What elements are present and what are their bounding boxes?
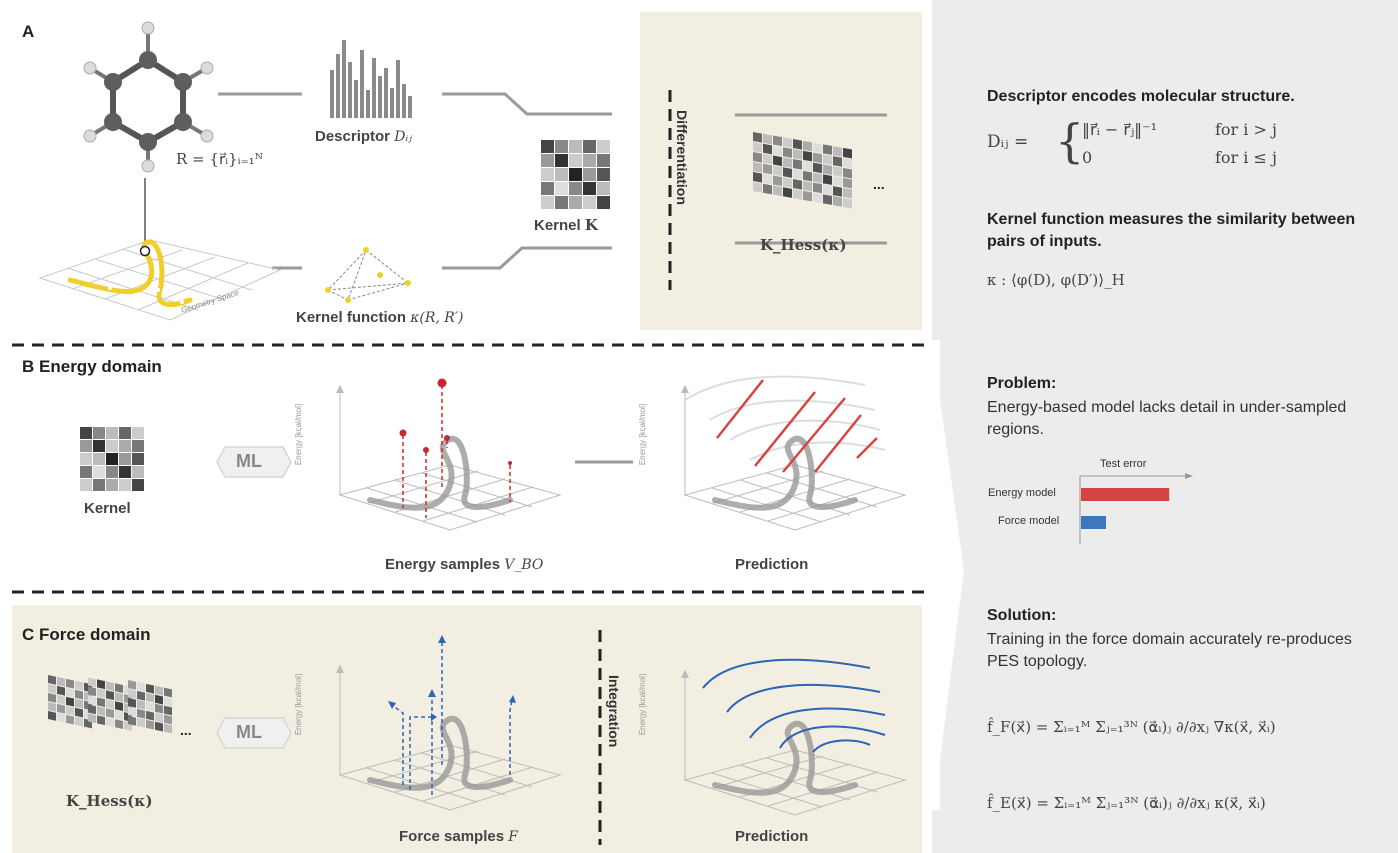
kernel-caption-b: Kernel (84, 500, 131, 517)
hessian-ellipsis: ... (873, 176, 885, 192)
benzene-molecule-icon (83, 21, 214, 173)
kernel-caption: Kernel K (534, 216, 598, 234)
section-divider-ab (12, 343, 930, 347)
force-samples-caption: Force samples F (399, 828, 518, 845)
energy-axis-label-c2: Energy [kcal/mol] (638, 673, 648, 736)
kernel-heading: Kernel function measures the similarity … (987, 211, 1356, 250)
hessian-symbol-a: K_Hess(κ) (760, 236, 847, 254)
force-samples-plot (336, 635, 562, 811)
integration-divider (598, 630, 602, 845)
energy-samples-plot (336, 378, 562, 531)
descriptor-cond2: for i ≤ j (1215, 148, 1277, 167)
connector-line-b (575, 460, 633, 464)
descriptor-caption: Descriptor Dᵢⱼ (315, 128, 412, 145)
geometry-space-plot (38, 239, 282, 321)
descriptor-eq-brace: { (1055, 114, 1085, 168)
descriptor-cond1: for i > j (1215, 120, 1277, 139)
descriptor-histogram-icon (330, 40, 412, 118)
solution-heading: Solution: (987, 607, 1057, 624)
prediction-plot-c (681, 658, 907, 816)
panel-c-title: C Force domain (22, 625, 151, 644)
hessian-matrix-icon (735, 113, 887, 245)
energy-axis-label-b1: Energy [kcal/mol] (294, 403, 304, 466)
integration-label: Integration (606, 675, 622, 748)
kernel-matrix-icon-b (80, 427, 144, 491)
test-error-bar-force-model (1081, 516, 1106, 529)
prediction-caption-c: Prediction (735, 828, 809, 845)
energy-samples-caption: Energy samples V_BO (385, 556, 544, 573)
hessian-symbol-c: K_Hess(κ) (66, 792, 153, 810)
bar-label-force-model: Force model (998, 515, 1060, 527)
force-predictor-equation: f̂_F(x⃗) = Σᵢ₌₁ᴹ Σⱼ₌₁³ᴺ (α⃗ᵢ)ⱼ ∂/∂xⱼ ∇κ(… (987, 718, 1276, 736)
differentiation-label: Differentiation (674, 110, 690, 205)
sidebar-panel (932, 0, 1398, 853)
bar-label-energy-model: Energy model (988, 487, 1056, 499)
problem-text: Energy-based model lacks detail in under… (987, 399, 1347, 438)
energy-axis-label-c1: Energy [kcal/mol] (294, 673, 304, 736)
solution-text: Training in the force domain accurately … (987, 631, 1352, 670)
energy-predictor-equation: f̂_E(x⃗) = Σᵢ₌₁ᴹ Σⱼ₌₁³ᴺ (α⃗ᵢ)ⱼ ∂/∂xⱼ κ(x… (987, 794, 1266, 812)
test-error-title: Test error (1100, 458, 1147, 470)
force-domain-panel (12, 605, 922, 853)
differentiation-divider (668, 90, 672, 290)
connector-lines-a (144, 92, 612, 270)
prediction-caption-b: Prediction (735, 556, 809, 573)
test-error-bar-energy-model (1081, 488, 1170, 501)
panel-b-title: B Energy domain (22, 357, 162, 376)
sidebar-arrow-notch (932, 340, 964, 810)
kernel-equation: κ : ⟨φ(D), φ(D′)⟩_H (987, 271, 1125, 289)
descriptor-heading: Descriptor encodes molecular structure. (987, 88, 1295, 105)
prediction-plot-b (681, 375, 907, 531)
ml-arrow-c (216, 717, 292, 749)
ml-label-b: ML (236, 451, 262, 471)
molecule-formula: R = {r⃗ᵢ}ᵢ₌₁ᴺ (176, 150, 263, 168)
kernel-function-icon (325, 247, 411, 303)
section-divider-bc (12, 590, 930, 594)
panel-a-label: A (22, 22, 35, 41)
problem-heading: Problem: (987, 375, 1057, 392)
kernel-function-caption: Kernel function κ(R, R′) (296, 309, 464, 326)
hessian-ellipsis-c: ... (180, 722, 192, 738)
test-error-chart (1079, 473, 1193, 544)
ml-arrow-b (216, 446, 292, 478)
descriptor-case1: ‖r⃗ᵢ − r⃗ⱼ‖⁻¹ (1082, 120, 1158, 139)
kernel-matrix-icon (541, 140, 610, 209)
ml-label-c: ML (236, 722, 262, 742)
descriptor-case2: 0 (1082, 148, 1093, 167)
energy-axis-label-b2: Energy [kcal/mol] (638, 403, 648, 466)
descriptor-eq-lhs: Dᵢⱼ = (987, 132, 1029, 152)
hessian-stack-icon-c (48, 675, 172, 734)
